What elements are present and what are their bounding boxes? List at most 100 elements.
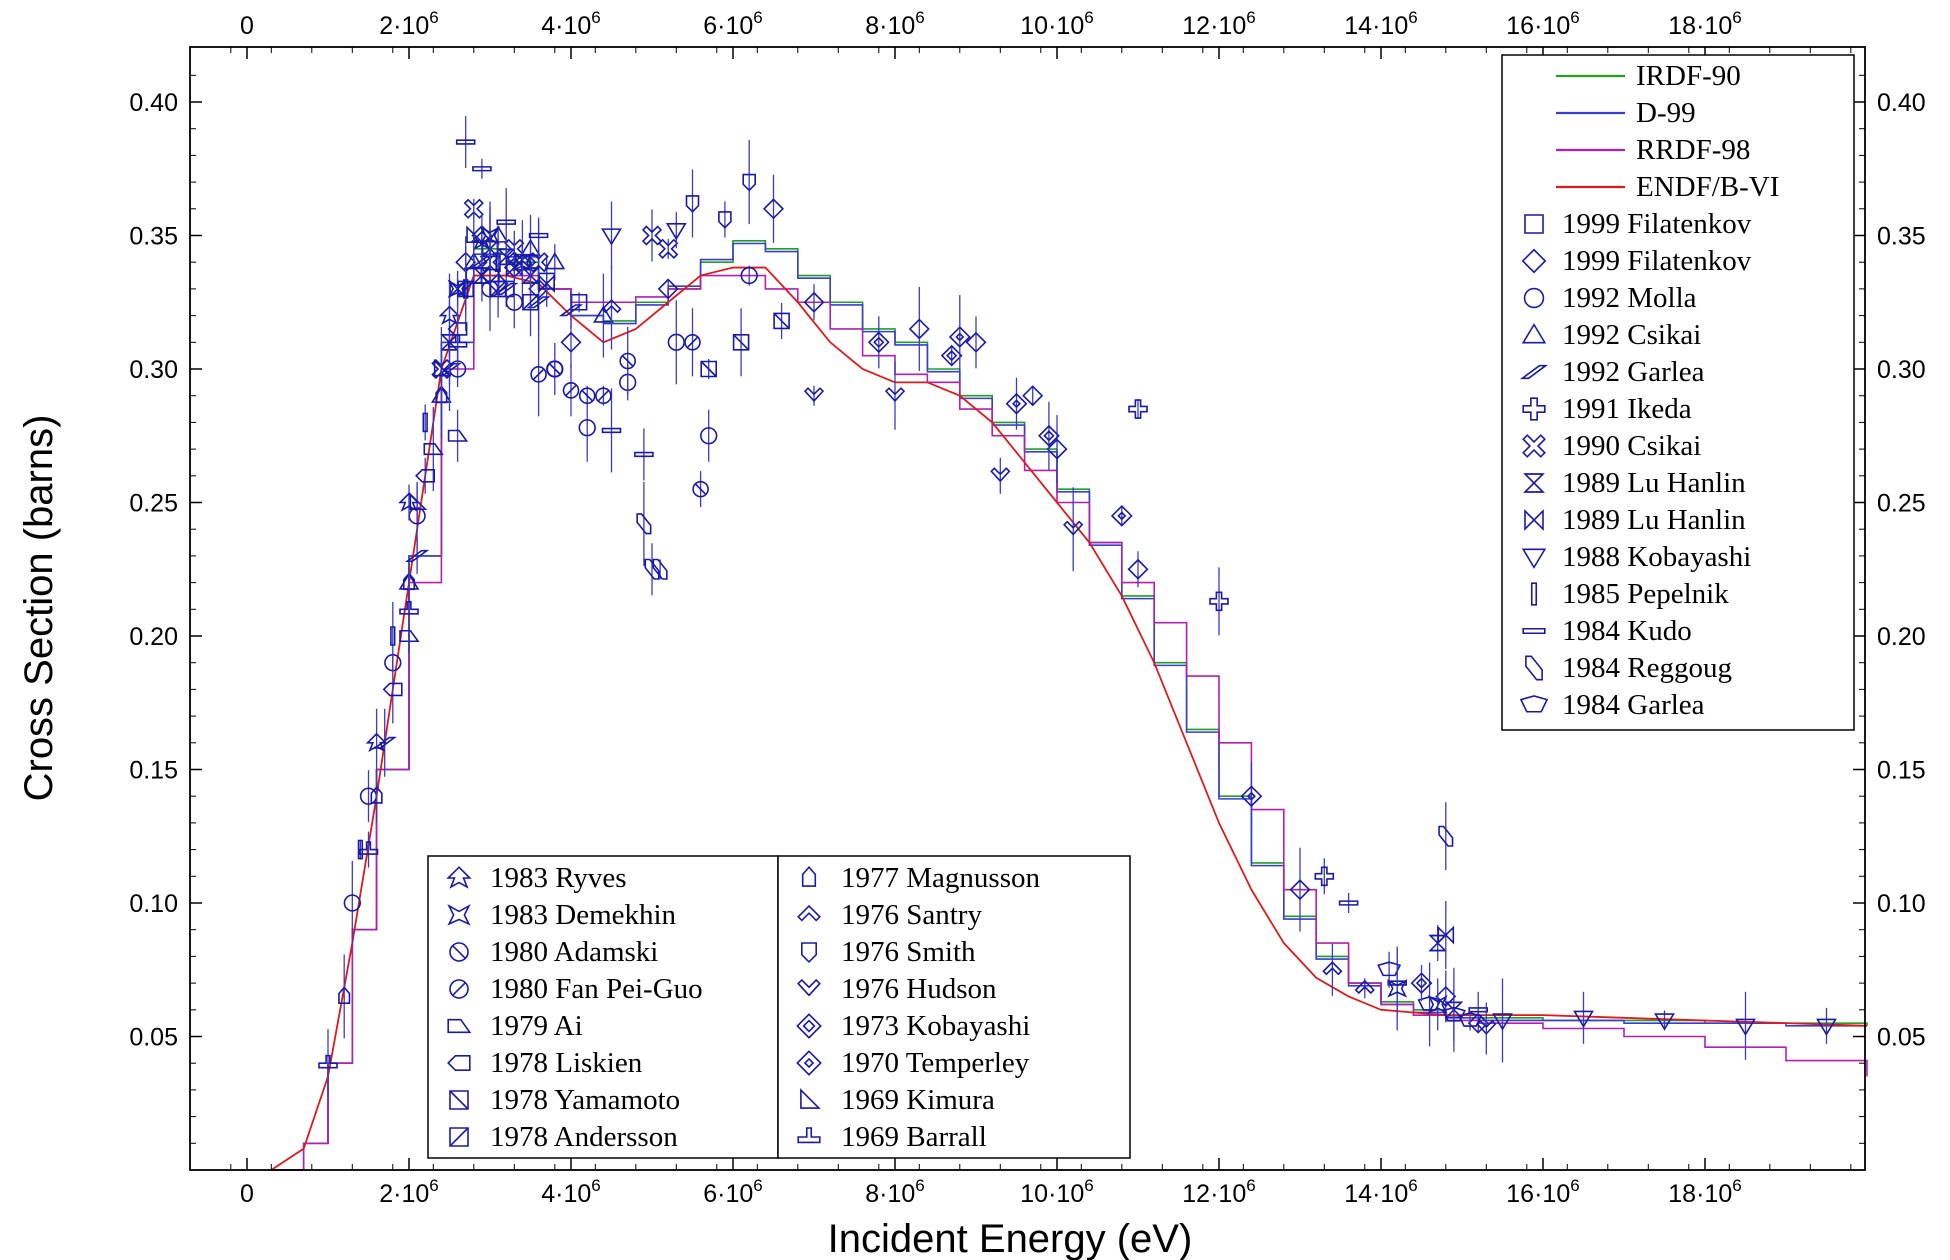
y-tick-label-left: 0.15 xyxy=(129,757,178,785)
data-point xyxy=(692,471,709,508)
legend-label: 1980 Adamski xyxy=(490,936,658,968)
legend-label: RRDF-98 xyxy=(1636,134,1750,166)
data-point xyxy=(528,217,549,254)
series-1980-fan-pei-guo xyxy=(530,308,701,417)
data-point xyxy=(1063,487,1084,572)
data-point xyxy=(382,655,403,724)
data-point xyxy=(433,327,452,411)
series-1988-kobayashi xyxy=(601,201,1837,1063)
legend-label: 1992 Csikai xyxy=(1562,319,1701,351)
series-1969-kimura xyxy=(409,209,484,521)
series-1984-kudo xyxy=(455,116,1488,1028)
legend-item-symbol: 1980 Adamski xyxy=(449,936,658,968)
y-tick-label-left: 0.30 xyxy=(129,356,178,384)
y-tick-label-right: 0.15 xyxy=(1877,757,1926,785)
legend-label: 1976 Smith xyxy=(841,936,976,968)
data-point xyxy=(665,212,687,249)
x-tick-label-top: 18·106 xyxy=(1668,8,1741,40)
data-point xyxy=(546,343,564,395)
legend-bottom-right-box xyxy=(777,855,1131,1159)
y-tick-label-left: 0.40 xyxy=(129,89,178,117)
series-1976-hudson xyxy=(803,361,1497,1055)
legend-label: 1979 Ai xyxy=(490,1010,583,1042)
data-point xyxy=(1240,762,1263,831)
data-point xyxy=(990,457,1011,494)
x-tick-label-bottom: 14·106 xyxy=(1344,1176,1417,1208)
data-point xyxy=(1046,415,1068,484)
data-point xyxy=(803,385,825,406)
data-point xyxy=(684,308,701,377)
legend-label: 1978 Liskien xyxy=(490,1047,643,1079)
y-tick-label-right: 0.10 xyxy=(1877,890,1926,918)
data-point xyxy=(1128,399,1148,420)
data-point xyxy=(641,209,663,262)
data-point xyxy=(1654,1010,1675,1031)
legend-label: 1992 Molla xyxy=(1562,282,1697,314)
data-point xyxy=(447,316,468,369)
y-tick-label-left: 0.05 xyxy=(129,1024,178,1052)
data-point xyxy=(1322,943,1343,996)
data-point xyxy=(685,169,700,238)
legend-label: 1999 Filatenkov xyxy=(1562,208,1752,240)
legend-label: 1983 Demekhin xyxy=(490,899,677,931)
x-tick-label-top: 8·106 xyxy=(865,8,925,40)
legend-label: 1990 Csikai xyxy=(1562,430,1701,462)
data-point xyxy=(1209,567,1229,636)
legend-top-right-box xyxy=(1501,54,1855,731)
data-point xyxy=(965,316,987,369)
legend-item-symbol: 1976 Smith xyxy=(800,936,976,968)
legend-item-symbol: 1999 Filatenkov xyxy=(1524,208,1752,240)
legend-item-symbol: 1990 Csikai xyxy=(1522,430,1701,462)
data-point xyxy=(948,294,971,379)
legend-item-symbol: 1988 Kobayashi xyxy=(1521,541,1751,573)
y-tick-label-left: 0.10 xyxy=(129,890,178,918)
data-point xyxy=(1437,901,1455,970)
data-point xyxy=(644,543,660,596)
y-tick-label-right: 0.30 xyxy=(1877,356,1926,384)
legend-item-symbol: 1992 Garlea xyxy=(1519,356,1705,388)
data-point xyxy=(1038,401,1060,470)
data-point xyxy=(578,385,596,406)
legend-item-symbol: 1978 Liskien xyxy=(447,1047,643,1079)
legend-label: D-99 xyxy=(1636,97,1696,129)
data-point xyxy=(423,407,444,492)
x-tick-label-top: 4·106 xyxy=(541,8,601,40)
data-point xyxy=(718,201,732,238)
legend-bottom: 1983 Ryves 1983 Demekhin 1980 Adamski 1980 … xyxy=(427,855,1131,1159)
data-point xyxy=(1005,377,1028,430)
legend-label: 1973 Kobayashi xyxy=(841,1010,1030,1042)
data-point xyxy=(472,158,492,179)
x-tick-label-bottom: 10·106 xyxy=(1020,1176,1093,1208)
x-tick-label-bottom: 16·106 xyxy=(1506,1176,1579,1208)
x-tick-label-bottom: 8·106 xyxy=(865,1176,925,1208)
data-point xyxy=(773,302,790,339)
data-point xyxy=(1387,946,1408,1031)
legend-item-symbol: 1992 Molla xyxy=(1523,282,1697,314)
legend-label: 1999 Filatenkov xyxy=(1562,245,1752,277)
legend-item-curve: RRDF-98 xyxy=(1556,134,1750,166)
legend-label: 1992 Garlea xyxy=(1562,356,1705,388)
data-point xyxy=(803,284,825,321)
data-point xyxy=(619,326,637,395)
legend-item-symbol: 1978 Andersson xyxy=(449,1121,678,1153)
legend-label: ENDF/B-VI xyxy=(1636,171,1779,203)
data-point xyxy=(592,273,614,358)
legend-top-right: IRDF-90 D-99 RRDF-98 ENDF/B-VI 1999 Filatenk… xyxy=(1501,54,1855,731)
legend-label: 1970 Temperley xyxy=(841,1047,1030,1079)
x-tick-label-bottom: 0 xyxy=(240,1180,254,1208)
data-point xyxy=(1427,978,1448,1031)
data-point xyxy=(558,292,584,329)
x-tick-label-bottom: 4·106 xyxy=(541,1176,601,1208)
legend-label: 1989 Lu Hanlin xyxy=(1562,467,1746,499)
curve-endf-b-vi xyxy=(270,266,1868,1171)
data-point xyxy=(1476,1002,1497,1055)
data-point xyxy=(652,558,668,580)
legend-item-symbol: 1969 Kimura xyxy=(800,1084,995,1116)
data-point xyxy=(512,244,533,281)
data-point xyxy=(455,116,476,169)
legend-label: 1978 Andersson xyxy=(490,1121,678,1153)
data-point xyxy=(409,484,428,521)
legend-item-symbol: 1989 Lu Hanlin xyxy=(1524,504,1746,536)
data-point xyxy=(370,770,383,823)
data-point xyxy=(762,174,785,243)
